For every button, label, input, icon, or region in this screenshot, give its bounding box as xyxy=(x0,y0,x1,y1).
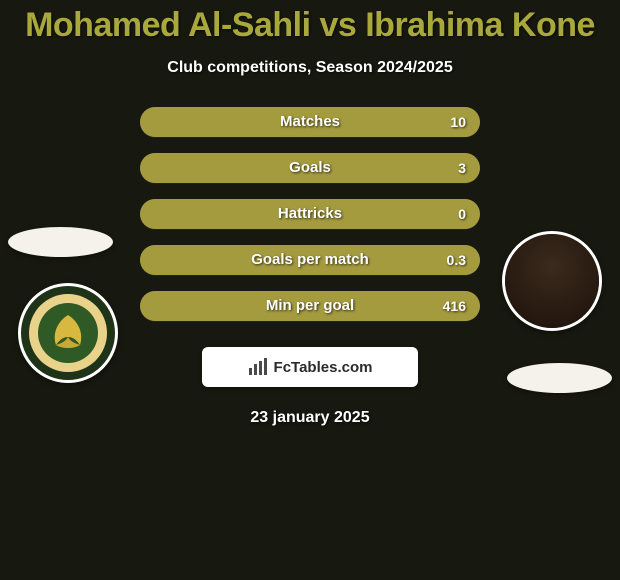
stat-bar-label: Matches xyxy=(140,107,480,137)
stat-bar: Matches10 xyxy=(140,107,480,137)
page-title: Mohamed Al-Sahli vs Ibrahima Kone xyxy=(0,0,620,45)
stat-bars: Matches10 Goals3 Hattricks0 Goals per match… xyxy=(140,107,480,321)
stat-bar-label: Goals per match xyxy=(140,245,480,275)
stat-bar: Hattricks0 xyxy=(140,199,480,229)
left-club-crest xyxy=(29,294,107,372)
stat-bar-right-value: 0 xyxy=(458,199,466,229)
content-root: Mohamed Al-Sahli vs Ibrahima Kone Club c… xyxy=(0,0,620,580)
eagle-crest-icon xyxy=(38,303,98,363)
right-player-avatar xyxy=(502,231,602,331)
branding-text: FcTables.com xyxy=(274,359,373,376)
comparison-area: Matches10 Goals3 Hattricks0 Goals per match… xyxy=(0,107,620,321)
stat-bar-label: Goals xyxy=(140,153,480,183)
footer-date: 23 january 2025 xyxy=(0,409,620,427)
bar-chart-icon xyxy=(248,358,268,376)
player-face-placeholder xyxy=(505,234,599,328)
stat-bar-right-value: 10 xyxy=(450,107,466,137)
stat-bar-right-value: 416 xyxy=(443,291,466,321)
branding-badge: FcTables.com xyxy=(202,347,418,387)
page-subtitle: Club competitions, Season 2024/2025 xyxy=(0,59,620,77)
right-club-oval xyxy=(507,363,612,393)
stat-bar-right-value: 3 xyxy=(458,153,466,183)
left-club-oval xyxy=(8,227,113,257)
left-player-avatar xyxy=(18,283,118,383)
stat-bar-right-value: 0.3 xyxy=(447,245,466,275)
stat-bar: Goals3 xyxy=(140,153,480,183)
stat-bar-label: Min per goal xyxy=(140,291,480,321)
stat-bar: Min per goal416 xyxy=(140,291,480,321)
stat-bar: Goals per match0.3 xyxy=(140,245,480,275)
stat-bar-label: Hattricks xyxy=(140,199,480,229)
